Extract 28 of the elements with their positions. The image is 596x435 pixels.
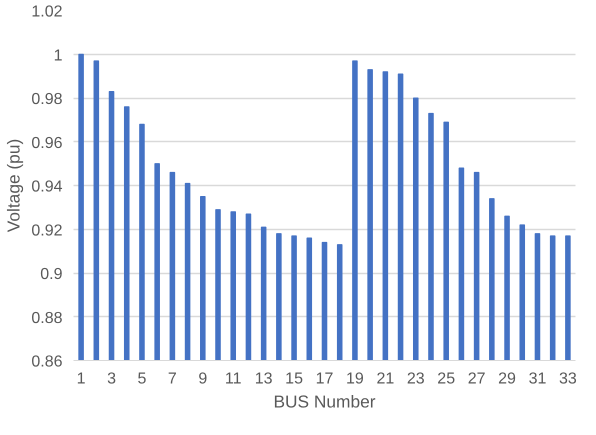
y-tick-label: 1.02: [31, 4, 63, 20]
y-tick-label: 1: [54, 47, 63, 64]
x-tick-label: 27: [468, 370, 486, 388]
y-tick-label: 0.94: [31, 178, 63, 196]
y-tick-label: 0.92: [31, 222, 63, 240]
x-tick-label: 17: [316, 370, 334, 388]
x-tick-label: 15: [285, 370, 304, 388]
x-tick-label: 1: [76, 370, 86, 388]
x-tick-label: 25: [437, 370, 456, 388]
x-tick-label: 9: [198, 370, 208, 388]
x-tick-label: 23: [406, 370, 425, 388]
y-tick-label: 0.96: [31, 134, 63, 152]
x-axis-title: BUS Number: [273, 392, 376, 412]
x-tick-label: 29: [498, 370, 516, 388]
x-tick-label: 33: [558, 370, 577, 388]
x-tick-label: 13: [254, 370, 273, 388]
y-tick-label: 0.98: [31, 91, 63, 108]
y-tick-label: 0.88: [31, 310, 63, 327]
x-tick-label: 31: [528, 370, 546, 388]
x-tick-label: 5: [138, 370, 147, 388]
x-tick-label: 7: [168, 370, 177, 388]
x-tick-label: 19: [346, 370, 364, 388]
x-tick-label: 11: [224, 370, 242, 388]
y-tick-label: 0.86: [31, 354, 63, 370]
y-tick-label: 0.9: [40, 266, 63, 283]
y-axis-title: Voltage (pu): [3, 138, 24, 232]
x-tick-label: 3: [107, 370, 116, 388]
x-tick-label: 21: [376, 370, 394, 388]
